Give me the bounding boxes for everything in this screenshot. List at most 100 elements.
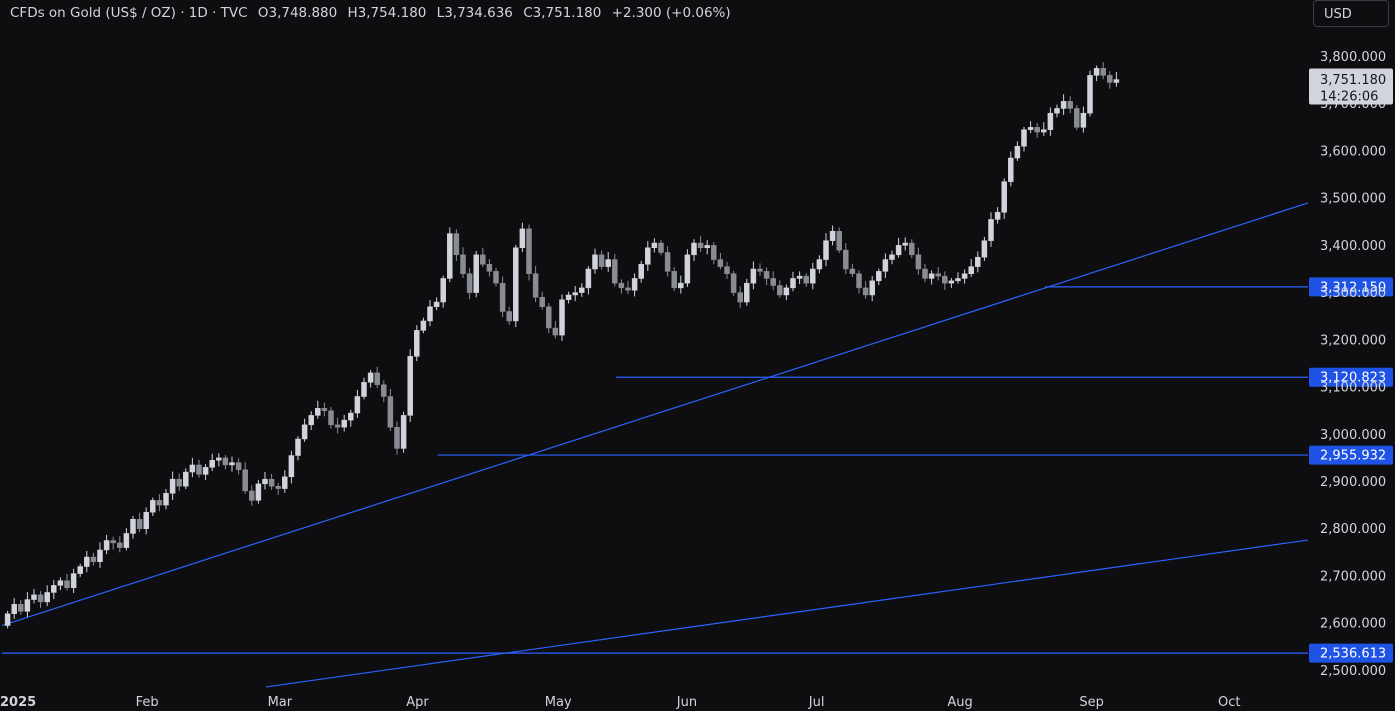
last-price-value: 3,751.180	[1320, 73, 1386, 88]
trendline-1[interactable]	[1, 202, 1309, 627]
candle	[981, 236, 988, 261]
candle	[968, 259, 974, 278]
candle	[869, 276, 875, 302]
candle	[51, 580, 57, 600]
candle	[876, 268, 882, 286]
candle	[189, 457, 196, 478]
candle	[262, 472, 268, 490]
price-tick-label: 2,600.000	[1320, 617, 1386, 632]
candle	[612, 253, 618, 287]
candle	[579, 283, 585, 297]
candle	[849, 263, 856, 278]
open-value: O3,748.880	[257, 5, 338, 21]
candle	[770, 271, 776, 291]
candle	[420, 317, 427, 334]
time-axis[interactable]: 2025 Feb Mar Apr May Jun Jul Aug Sep Oct	[0, 695, 1240, 710]
candle	[664, 246, 671, 277]
candle	[117, 535, 123, 553]
candle	[836, 227, 842, 253]
candle	[638, 260, 644, 283]
close-value: C3,751.180	[523, 5, 602, 21]
candle	[856, 270, 862, 294]
candle	[506, 306, 512, 325]
candle	[460, 247, 466, 278]
candle	[176, 473, 182, 491]
candle	[70, 568, 77, 593]
price-tick-label: 2,700.000	[1320, 569, 1386, 584]
candle	[961, 269, 968, 284]
price-tick-label: 2,900.000	[1320, 475, 1386, 490]
candle	[57, 577, 64, 591]
candle	[539, 291, 545, 310]
level-label: 3,120.823	[1320, 371, 1386, 386]
candle	[1087, 70, 1093, 117]
candle	[156, 494, 163, 512]
high-value: H3,754.180	[347, 5, 427, 21]
candle	[948, 277, 955, 288]
candle	[526, 224, 532, 281]
candle	[763, 267, 770, 286]
candle	[909, 239, 915, 259]
time-tick-label: May	[545, 695, 572, 710]
candle	[163, 489, 169, 510]
candle	[724, 261, 730, 279]
candle	[1008, 151, 1014, 187]
candle	[895, 237, 902, 258]
candle	[361, 377, 367, 400]
candle	[400, 411, 407, 453]
time-tick-label: Oct	[1218, 695, 1240, 710]
price-tick-label: 2,800.000	[1320, 522, 1386, 537]
candle	[552, 320, 559, 339]
candle	[816, 255, 823, 274]
price-tick-label: 3,000.000	[1320, 428, 1386, 443]
candle	[97, 542, 103, 568]
price-axis[interactable]: 3,800.0003,700.0003,600.0003,500.0003,40…	[1320, 50, 1386, 679]
candle	[823, 233, 829, 267]
symbol-info[interactable]: CFDs on Gold (US$ / OZ) · 1D · TVC	[10, 5, 248, 21]
chart-legend: CFDs on Gold (US$ / OZ) · 1D · TVC O3,74…	[10, 5, 737, 21]
candle	[136, 512, 143, 533]
time-tick-label: Aug	[947, 695, 972, 710]
time-tick-label: Jun	[676, 695, 697, 710]
candle	[235, 458, 242, 475]
trendlines[interactable]	[1, 202, 1309, 688]
candle	[691, 239, 697, 261]
candle	[440, 275, 446, 308]
candle	[757, 263, 763, 276]
candlesticks	[4, 62, 1120, 629]
last-price-bg	[1309, 68, 1393, 105]
candle	[1047, 107, 1054, 136]
level-label: 3,312.150	[1320, 280, 1386, 295]
candle	[229, 456, 235, 472]
price-tick-label: 3,100.000	[1320, 381, 1386, 396]
candle	[1041, 122, 1047, 136]
candle	[268, 473, 275, 490]
candle	[915, 247, 922, 275]
candle	[143, 507, 149, 535]
candle	[1060, 94, 1067, 116]
candle	[328, 406, 334, 429]
candle	[216, 453, 222, 467]
candle	[37, 591, 44, 609]
currency-button[interactable]: USD	[1313, 0, 1389, 27]
horizontal-levels[interactable]: 3,312.150 3,120.823 2,955.932 2,536.613	[2, 277, 1393, 663]
trendline-2[interactable]	[265, 539, 1309, 688]
candle	[1093, 65, 1100, 82]
candle	[282, 470, 288, 493]
level-label-bg	[1309, 643, 1393, 663]
candle	[288, 450, 295, 484]
candle	[605, 251, 611, 272]
candle	[295, 436, 301, 461]
candle	[572, 285, 578, 302]
last-price-label: 3,751.180 14:26:06	[1309, 68, 1393, 105]
candle	[1027, 121, 1034, 133]
candle	[625, 280, 631, 295]
candle	[242, 462, 248, 494]
price-tick-label: 3,500.000	[1320, 192, 1386, 207]
candle	[882, 253, 889, 278]
candle	[645, 241, 651, 271]
candle	[1034, 123, 1040, 138]
candle	[796, 271, 803, 285]
candle	[249, 485, 255, 506]
